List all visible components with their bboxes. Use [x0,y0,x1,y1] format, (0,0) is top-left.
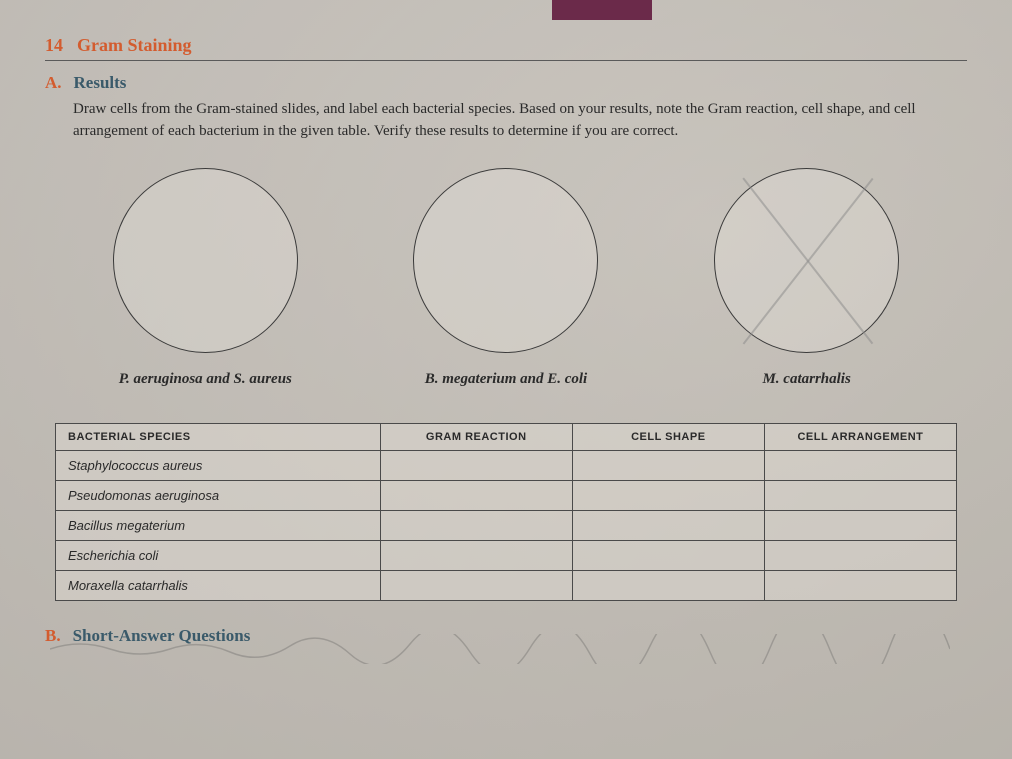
td-shape [572,570,764,600]
results-table-container: BACTERIAL SPECIES GRAM REACTION CELL SHA… [55,423,957,601]
circle-container-2: B. megaterium and E. coli [413,168,598,388]
td-shape [572,510,764,540]
th-gram-reaction: GRAM REACTION [380,423,572,450]
td-gram [380,480,572,510]
td-species: Moraxella catarrhalis [56,570,381,600]
chapter-number: 14 [45,35,63,55]
section-a-instructions: Draw cells from the Gram-stained slides,… [73,99,967,143]
page-content: 14 Gram Staining A. Results Draw cells f… [45,35,967,646]
circle-label-1: P. aeruginosa and S. aureus [119,371,292,388]
th-cell-arrangement: CELL ARRANGEMENT [764,423,956,450]
circles-row: P. aeruginosa and S. aureus B. megateriu… [55,168,957,388]
td-arrangement [764,480,956,510]
circle-label-3: M. catarrhalis [762,371,850,388]
page-tab-overlay [552,0,652,20]
results-table: BACTERIAL SPECIES GRAM REACTION CELL SHA… [55,423,957,601]
pencil-wavy-line [50,634,950,664]
section-a-letter: A. [45,73,62,92]
table-row: Staphylococcus aureus [56,450,957,480]
td-species: Pseudomonas aeruginosa [56,480,381,510]
th-cell-shape: CELL SHAPE [572,423,764,450]
table-header-row: BACTERIAL SPECIES GRAM REACTION CELL SHA… [56,423,957,450]
circle-1 [113,168,298,353]
td-species: Escherichia coli [56,540,381,570]
table-row: Bacillus megaterium [56,510,957,540]
th-species: BACTERIAL SPECIES [56,423,381,450]
circle-container-1: P. aeruginosa and S. aureus [113,168,298,388]
td-arrangement [764,570,956,600]
section-a-title: Results [74,73,127,92]
td-shape [572,480,764,510]
td-species: Bacillus megaterium [56,510,381,540]
circle-container-3: M. catarrhalis [714,168,899,388]
section-a-header: A. Results [45,73,967,93]
td-gram [380,540,572,570]
td-arrangement [764,540,956,570]
chapter-title: Gram Staining [77,35,192,55]
table-row: Pseudomonas aeruginosa [56,480,957,510]
circle-2 [413,168,598,353]
td-gram [380,510,572,540]
td-arrangement [764,450,956,480]
table-row: Escherichia coli [56,540,957,570]
td-species: Staphylococcus aureus [56,450,381,480]
td-shape [572,540,764,570]
td-gram [380,450,572,480]
td-shape [572,450,764,480]
circle-label-2: B. megaterium and E. coli [425,371,588,388]
chapter-header: 14 Gram Staining [45,35,967,61]
td-gram [380,570,572,600]
table-row: Moraxella catarrhalis [56,570,957,600]
circle-3 [714,168,899,353]
td-arrangement [764,510,956,540]
